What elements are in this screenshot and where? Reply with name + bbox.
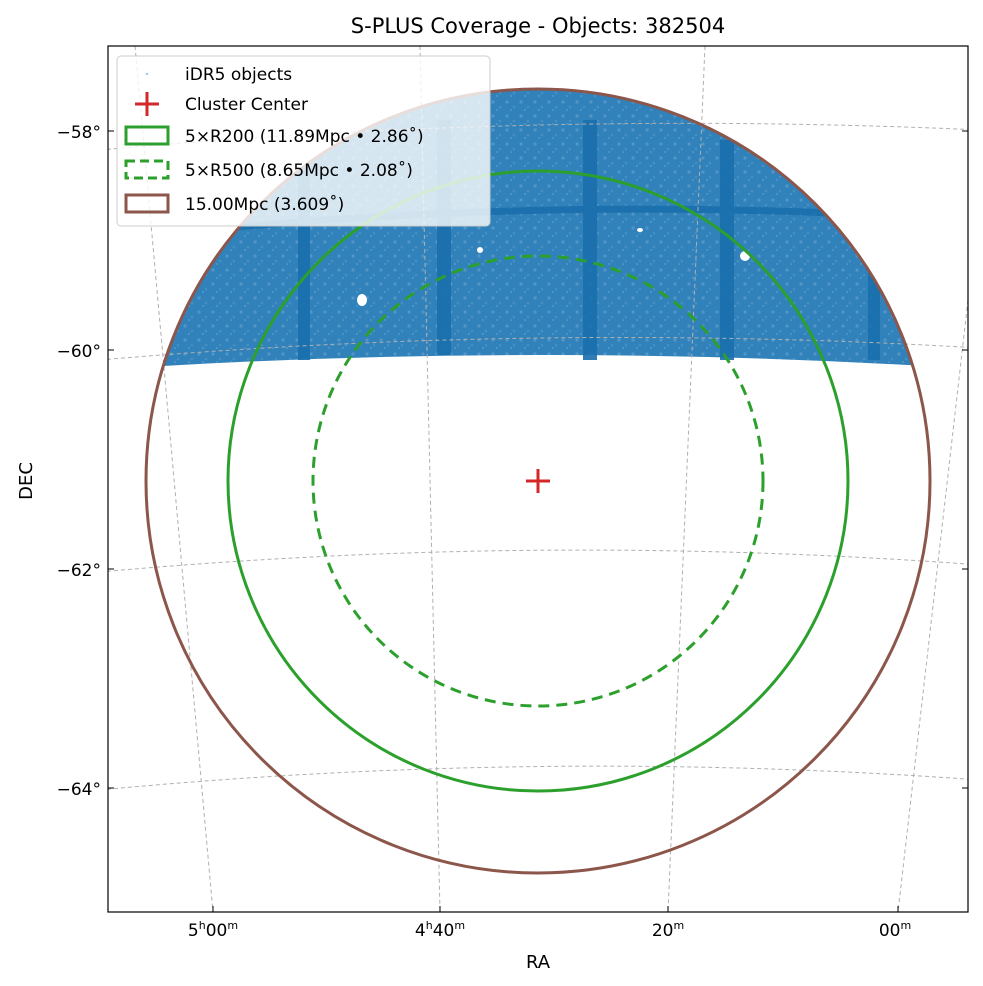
x-tick-main: 5 [188, 921, 199, 941]
legend-label: 5×R200 (11.89Mpc • 2.86˚) [185, 126, 424, 147]
x-tick-label-00m: 00m [879, 919, 911, 941]
x-tick-label-4h40m: 4h40m [415, 919, 465, 941]
grid-ra-5h00m [134, 46, 214, 912]
x-tick-sup: m [673, 919, 684, 932]
x-tick-sup: m [900, 919, 911, 932]
chart-title: S-PLUS Coverage - Objects: 382504 [351, 14, 725, 38]
grid-dec-minus60 [108, 336, 968, 360]
cluster-center-marker [526, 469, 550, 493]
legend: iDR5 objects Cluster Center 5×R200 (11.8… [116, 55, 491, 227]
legend-item-5xR200: 5×R200 (11.89Mpc • 2.86˚) [124, 125, 424, 147]
axes-frame [107, 45, 969, 913]
x-tick-mid: 00 [206, 921, 228, 941]
circle-5xR500 [311, 254, 765, 708]
grid-ra-4h20m [667, 46, 706, 912]
y-tick-label: −60° [57, 342, 101, 362]
y-tick-labels: −58° −60° −62° −64° [57, 123, 101, 800]
grid-dec-minus64 [108, 765, 968, 790]
legend-item-5xR500: 5×R500 (8.65Mpc • 2.08˚) [124, 159, 413, 181]
x-tick-sup: h [426, 919, 433, 932]
x-tick-sup: h [199, 919, 206, 932]
x-tick-main: 4 [415, 921, 426, 941]
x-tick-mid: 20 [652, 921, 674, 941]
circle-5xR200 [226, 169, 850, 793]
legend-label: 15.00Mpc (3.609˚) [185, 194, 344, 215]
legend-item-15mpc: 15.00Mpc (3.609˚) [124, 193, 344, 215]
x-axis-label: RA [526, 952, 551, 973]
legend-label: 5×R500 (8.65Mpc • 2.08˚) [185, 160, 413, 181]
x-tick-label-20m: 20m [652, 919, 684, 941]
circle-15mpc [144, 87, 932, 875]
y-tick-label: −58° [57, 123, 101, 143]
y-tick-label: −64° [57, 780, 101, 800]
legend-item-idr5: iDR5 objects [145, 65, 292, 85]
x-tick-mid: 00 [879, 921, 901, 941]
legend-box [116, 55, 491, 227]
y-tick-label: −62° [57, 561, 101, 581]
ticks [108, 130, 968, 912]
legend-label: Cluster Center [185, 95, 308, 115]
legend-item-cluster-center: Cluster Center [135, 92, 308, 116]
x-tick-sup: m [454, 919, 465, 932]
grid-dec-minus62 [108, 549, 968, 572]
x-tick-labels: 5h00m 4h40m 20m 00m [188, 919, 911, 941]
grid-ra-4h00m [897, 299, 968, 912]
legend-label: iDR5 objects [185, 65, 292, 85]
x-tick-label-5h00m: 5h00m [188, 919, 238, 941]
grid-ra-4h40m [419, 46, 441, 912]
x-tick-sup: m [227, 919, 238, 932]
x-tick-mid: 40 [433, 921, 455, 941]
y-axis-label: DEC [16, 462, 37, 500]
